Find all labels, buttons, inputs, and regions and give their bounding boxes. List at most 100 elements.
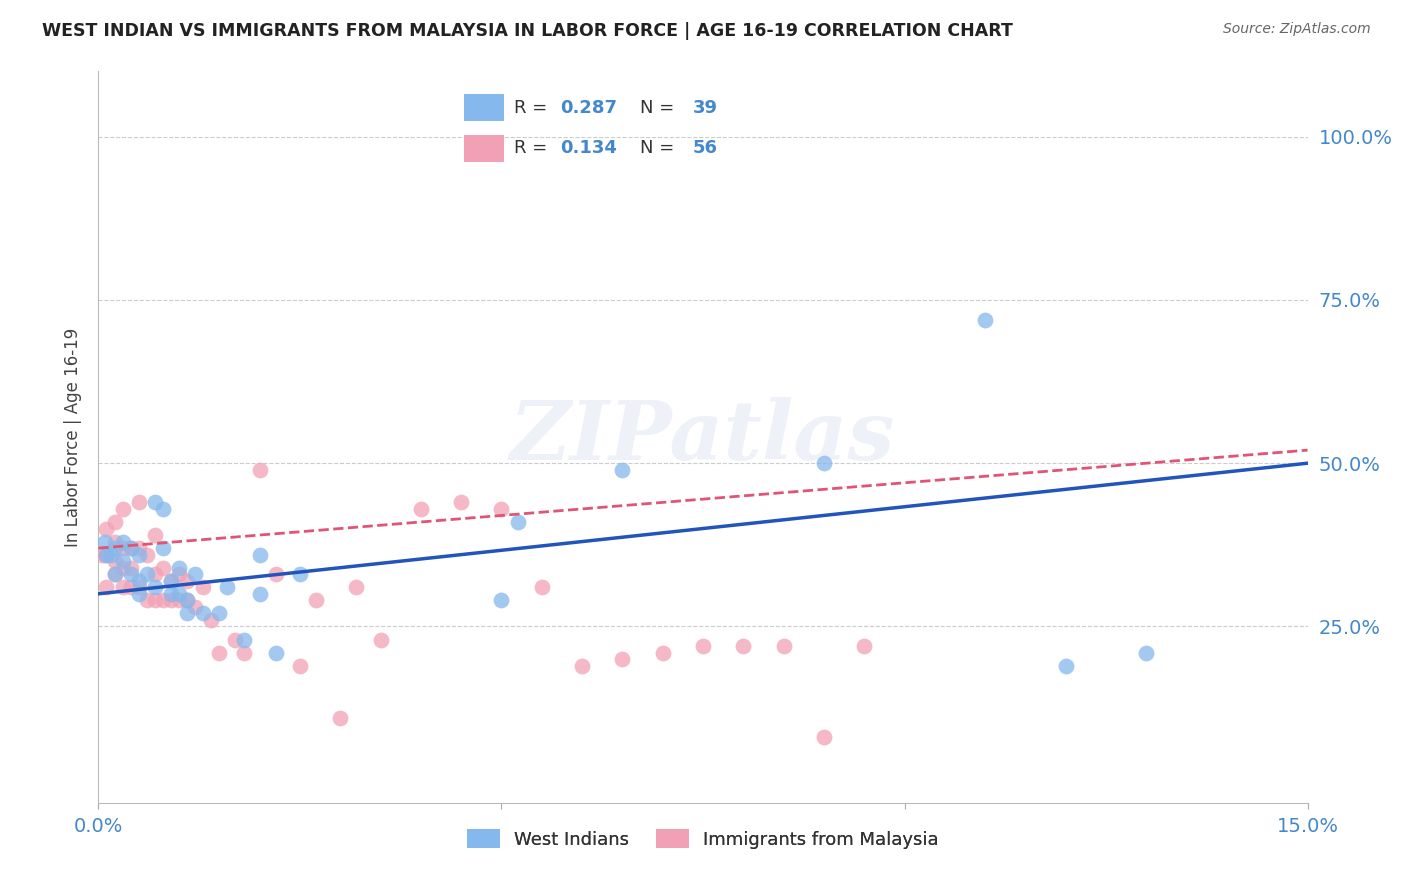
Point [135,593,157,607]
Point [111,554,134,568]
Point [103,534,125,549]
Point [143,580,166,594]
Point [128,574,150,588]
Point [111,534,134,549]
Point [176,574,198,588]
Point [160,574,183,588]
Point [103,515,125,529]
Point [152,560,174,574]
Point [160,574,183,588]
Point [143,593,166,607]
Point [111,541,134,555]
Point [344,580,367,594]
Point [264,567,287,582]
Text: Source: ZipAtlas.com: Source: ZipAtlas.com [1223,22,1371,37]
Point [128,495,150,509]
Point [370,632,392,647]
Point [128,541,150,555]
Point [96,521,118,535]
Point [450,495,472,509]
Point [128,587,150,601]
Point [103,541,125,555]
Point [249,587,271,601]
Point [224,632,246,647]
Point [103,567,125,582]
Point [103,567,125,582]
Point [1054,658,1077,673]
Point [120,567,142,582]
Point [249,463,271,477]
Point [612,652,634,666]
Point [176,593,198,607]
Point [571,658,593,673]
Point [100,548,122,562]
Point [217,580,239,594]
Point [193,607,215,621]
Point [264,646,287,660]
Point [305,593,328,607]
Point [152,502,174,516]
Point [184,567,207,582]
Point [733,639,755,653]
Point [143,495,166,509]
Point [111,502,134,516]
Point [135,567,157,582]
Point [167,560,190,574]
Point [94,534,117,549]
Point [111,580,134,594]
Point [288,567,311,582]
Point [1135,646,1157,660]
Point [491,502,513,516]
Point [160,587,183,601]
Point [249,548,271,562]
Point [143,528,166,542]
Point [96,548,118,562]
Point [176,593,198,607]
Point [120,560,142,574]
Point [772,639,794,653]
Point [103,554,125,568]
Y-axis label: In Labor Force | Age 16-19: In Labor Force | Age 16-19 [65,327,83,547]
Point [91,548,114,562]
Point [111,560,134,574]
Point [193,580,215,594]
Point [288,658,311,673]
Point [167,593,190,607]
Point [491,593,513,607]
Point [184,599,207,614]
Text: ZIPatlas: ZIPatlas [510,397,896,477]
Text: WEST INDIAN VS IMMIGRANTS FROM MALAYSIA IN LABOR FORCE | AGE 16-19 CORRELATION C: WEST INDIAN VS IMMIGRANTS FROM MALAYSIA … [42,22,1014,40]
Point [813,731,835,745]
Legend: West Indians, Immigrants from Malaysia: West Indians, Immigrants from Malaysia [460,822,946,856]
Point [974,312,997,326]
Point [612,463,634,477]
Point [128,580,150,594]
Point [96,548,118,562]
Point [409,502,432,516]
Point [128,548,150,562]
Point [160,593,183,607]
Point [120,580,142,594]
Point [329,711,352,725]
Point [176,607,198,621]
Point [167,587,190,601]
Point [167,567,190,582]
Point [506,515,529,529]
Point [813,456,835,470]
Point [232,646,254,660]
Point [853,639,876,653]
Point [232,632,254,647]
Point [96,580,118,594]
Point [200,613,222,627]
Point [152,541,174,555]
Point [120,541,142,555]
Point [208,607,231,621]
Point [651,646,673,660]
Point [530,580,553,594]
Point [152,593,174,607]
Point [120,541,142,555]
Point [143,567,166,582]
Point [135,548,157,562]
Point [208,646,231,660]
Point [692,639,714,653]
